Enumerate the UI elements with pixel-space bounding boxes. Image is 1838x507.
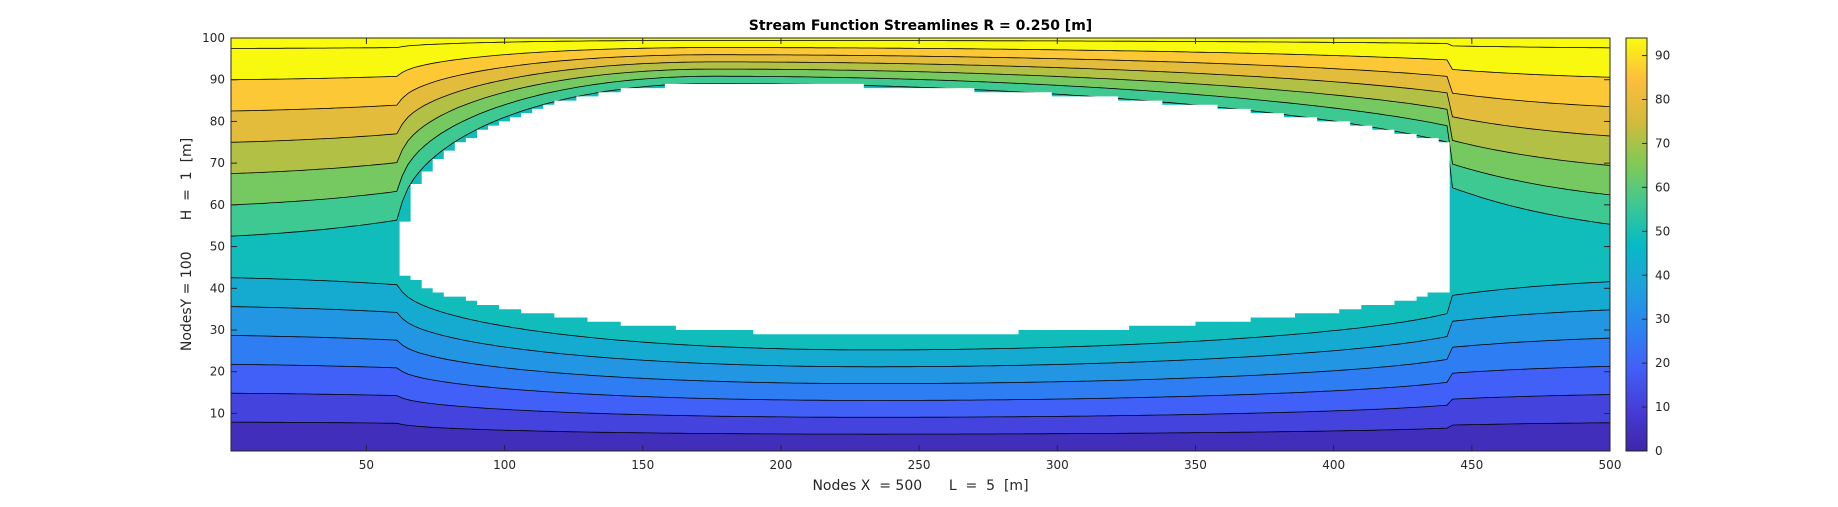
colorbar-tick-label: 10: [1655, 400, 1670, 414]
x-tick-label: 300: [1046, 458, 1069, 472]
y-tick-label: 100: [202, 31, 225, 45]
contour-line: [231, 75, 1610, 206]
contour-line: [231, 421, 1610, 435]
plot-area: [230, 37, 1611, 452]
x-tick-label: 400: [1322, 458, 1345, 472]
y-tick-label: 90: [210, 73, 225, 87]
contour-band: [231, 47, 1610, 111]
y-axis: 10 20 30 40 50 60 70 80 90 100: [202, 31, 1610, 420]
colorbar-tick-label: 70: [1655, 136, 1670, 150]
x-tick-label: 50: [359, 458, 374, 472]
plot-frame: [230, 37, 1611, 452]
colorbar-ticks: 0 10 20 30 40 50 60 70 80 90: [1642, 49, 1670, 458]
x-tick-label: 150: [631, 458, 654, 472]
contour-band: [231, 38, 1610, 49]
y-tick-label: 80: [210, 114, 225, 128]
contour-line: [231, 47, 1610, 81]
colorbar-tick-label: 40: [1655, 268, 1670, 282]
contour-band: [231, 69, 1610, 205]
colorbar-tick-label: 0: [1655, 444, 1663, 458]
x-tick-label: 500: [1599, 458, 1622, 472]
colorbar-gradient: [1625, 37, 1648, 452]
y-tick-label: 30: [210, 323, 225, 337]
contour-band: [231, 422, 1610, 451]
contour-band: [231, 61, 1610, 174]
contour-band: [231, 277, 1610, 367]
contour-band: [231, 335, 1610, 401]
contour-line: [231, 54, 1610, 112]
colorbar-tick-label: 90: [1655, 49, 1670, 63]
colorbar: 0 10 20 30 40 50 60 70 80 90: [1625, 37, 1670, 458]
x-axis: 50 100 150 200 250 300 350 400 450 500: [359, 38, 1622, 472]
colorbar-tick-label: 50: [1655, 224, 1670, 238]
contour-band: [231, 393, 1610, 435]
y-tick-label: 40: [210, 281, 225, 295]
contour-band: [231, 54, 1610, 143]
contour-line: [231, 392, 1610, 418]
obstacle-body: [399, 83, 1450, 335]
contour-line: [231, 363, 1610, 401]
x-tick-label: 200: [769, 458, 792, 472]
x-tick-label: 450: [1460, 458, 1483, 472]
contour-band: [231, 76, 1610, 237]
y-tick-label: 70: [210, 156, 225, 170]
chart-title: Stream Function Streamlines R = 0.250 [m…: [749, 18, 1092, 34]
y-tick-label: 20: [210, 365, 225, 379]
contour-line: [231, 40, 1610, 49]
contour-line: [231, 83, 1610, 237]
y-axis-label: NodesY = 100 H = 1 [m]: [179, 138, 195, 351]
colorbar-tick-label: 30: [1655, 312, 1670, 326]
contour-band: [231, 306, 1610, 384]
contour-line: [231, 68, 1610, 174]
contour-line: [231, 335, 1610, 384]
colorbar-tick-label: 60: [1655, 180, 1670, 194]
y-tick-label: 50: [210, 240, 225, 254]
y-tick-label: 60: [210, 198, 225, 212]
contour-line: [231, 61, 1610, 143]
y-tick-label: 10: [210, 406, 225, 420]
contour-band: [231, 364, 1610, 418]
contour-line: [231, 277, 1610, 351]
x-tick-label: 350: [1184, 458, 1207, 472]
x-tick-label: 250: [908, 458, 931, 472]
colorbar-tick-label: 80: [1655, 93, 1670, 107]
x-tick-label: 100: [493, 458, 516, 472]
contour-lines: [231, 40, 1610, 435]
colorbar-tick-label: 20: [1655, 356, 1670, 370]
x-axis-label: Nodes X = 500 L = 5 [m]: [812, 478, 1028, 494]
contour-line: [231, 306, 1610, 368]
